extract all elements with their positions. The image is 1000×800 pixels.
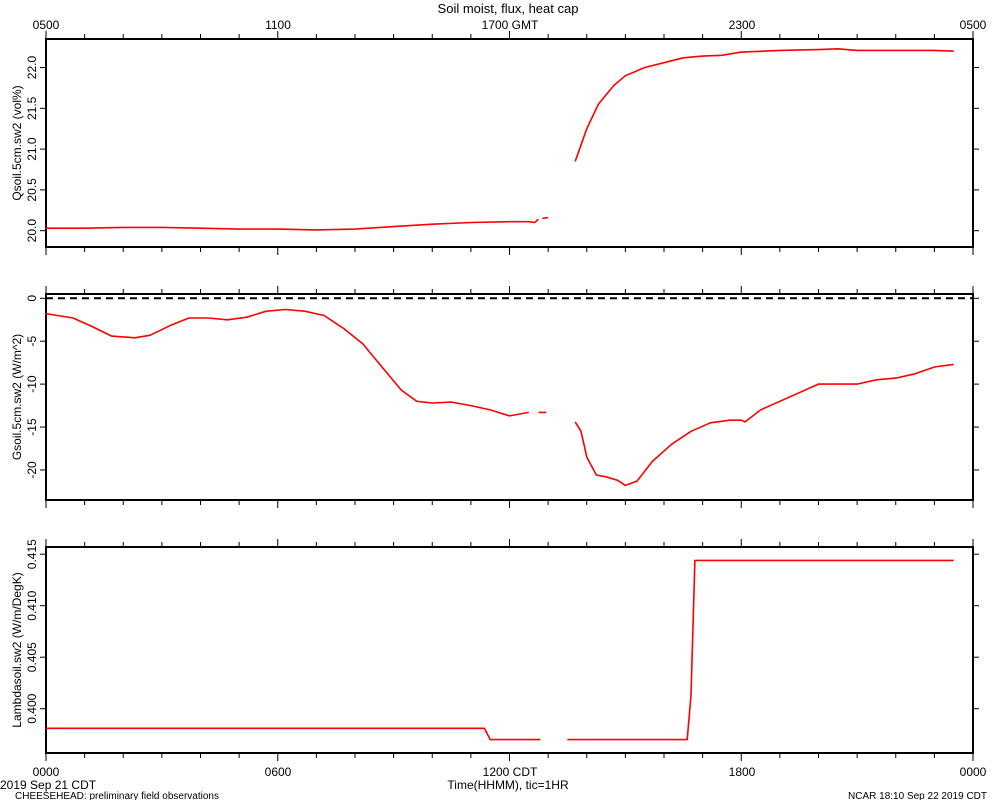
y-tick-label: 21.0 xyxy=(25,137,39,161)
y-tick-label: 0.400 xyxy=(25,693,39,723)
series-line xyxy=(574,48,954,162)
top-tick-label: 2300 xyxy=(729,18,756,32)
chart-title: Soil moist, flux, heat cap xyxy=(438,1,579,16)
y-tick-label: 0.410 xyxy=(25,590,39,620)
y-axis-label: Qsoil.5cm.sw2 (vol%) xyxy=(10,85,24,200)
top-axis: 0500 1100 1700 GMT 2300 0500 xyxy=(33,18,987,32)
series-line xyxy=(46,218,540,231)
footer-left: CHEESEHEAD: preliminary field observatio… xyxy=(15,791,219,800)
footer-right: NCAR 18:10 Sep 22 2019 CDT xyxy=(848,791,987,800)
bottom-tick-label: 0000 xyxy=(33,765,60,779)
footer-date: 2019 Sep 21 CDT xyxy=(0,778,97,792)
soil-heat-flux-panel: 0 -5 -10 -15 -20 xyxy=(25,286,979,508)
series-line xyxy=(46,727,541,741)
y-tick-label: 21.5 xyxy=(25,96,39,120)
y-tick-label: 0.415 xyxy=(25,539,39,569)
series-line xyxy=(567,559,954,741)
y-tick-label: -20 xyxy=(25,461,39,479)
plot-frame xyxy=(45,293,974,501)
bottom-tick-label: 0000 xyxy=(960,765,987,779)
bottom-tick-label: 1200 CDT xyxy=(483,765,538,779)
y-tick-label: 0.405 xyxy=(25,642,39,672)
y-axis-label: Lambdasoil.sw2 (W/m/DegK) xyxy=(10,572,24,727)
bottom-tick-label: 0600 xyxy=(265,765,292,779)
y-axis-label: Gsoil.5cm.sw2 (W/m^2) xyxy=(10,334,24,460)
y-tick-label: 20.5 xyxy=(25,178,39,202)
series-line xyxy=(542,216,549,220)
bottom-axis: 0000 0600 1200 CDT 1800 0000 xyxy=(33,765,987,779)
y-tick-label: 20.0 xyxy=(25,219,39,243)
top-tick-label: 0500 xyxy=(33,18,60,32)
series-line xyxy=(45,308,529,417)
top-tick-label: 1700 GMT xyxy=(482,18,539,32)
top-tick-label: 1100 xyxy=(265,18,291,32)
y-tick-label: -15 xyxy=(25,418,39,436)
y-tick-label: 22.0 xyxy=(25,56,39,80)
plot-frame xyxy=(45,546,974,754)
plot-frame xyxy=(45,38,974,248)
series-line xyxy=(574,363,954,487)
thermal-conductivity-panel: 0.400 0.405 0.410 0.415 xyxy=(25,539,979,761)
y-tick-label: -5 xyxy=(25,336,39,347)
soil-moisture-panel: 20.0 20.5 21.0 21.5 22.0 xyxy=(25,31,979,255)
x-axis-label: Time(HHMM), tic=1HR xyxy=(447,778,569,792)
y-tick-label: -10 xyxy=(25,375,39,393)
bottom-tick-label: 1800 xyxy=(729,765,756,779)
top-tick-label: 0500 xyxy=(960,18,987,32)
y-tick-label: 0 xyxy=(25,295,39,302)
